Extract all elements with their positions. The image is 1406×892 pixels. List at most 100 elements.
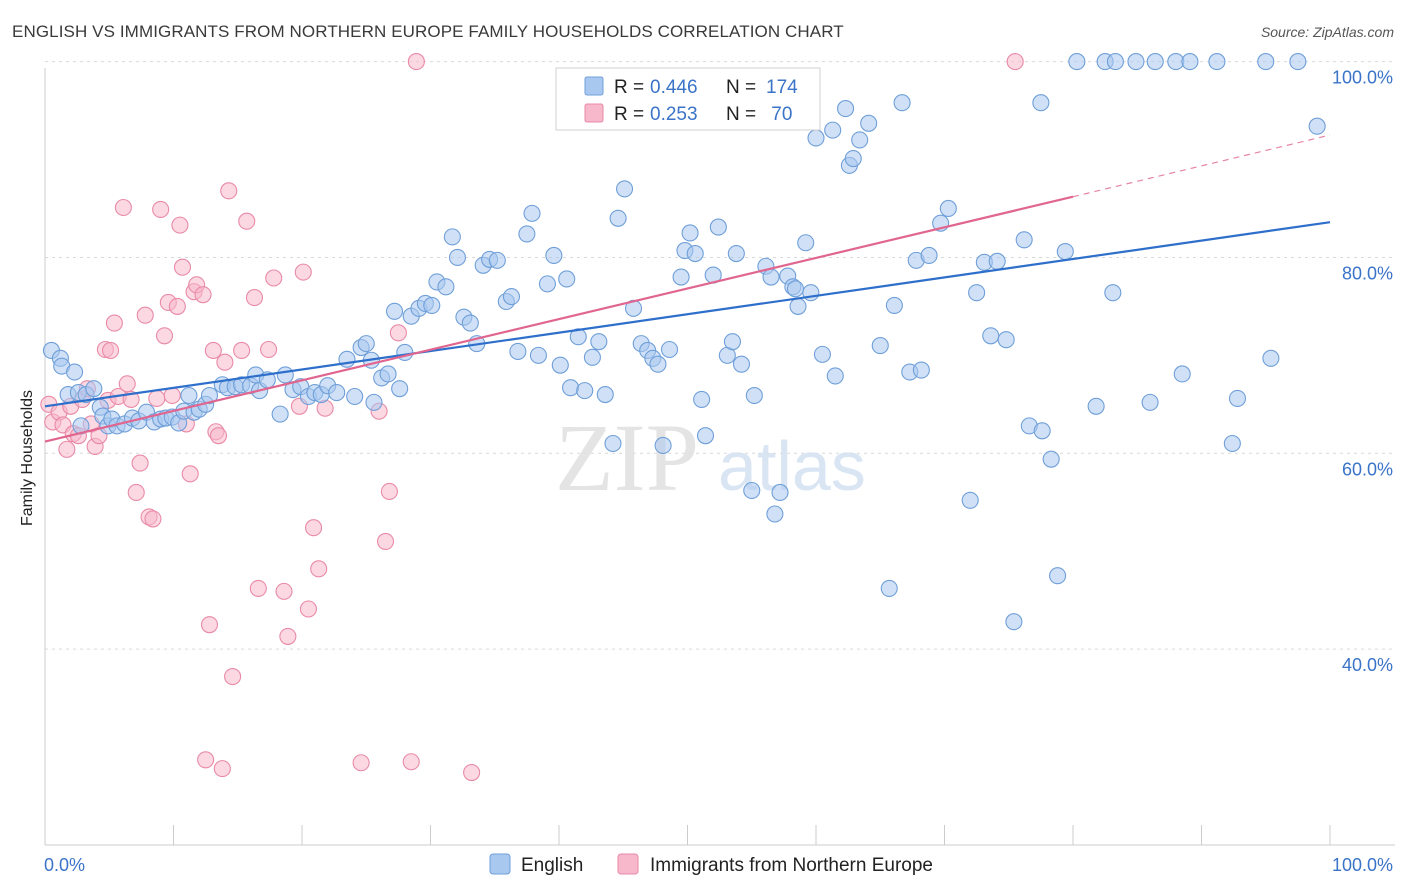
immigrant-point (200, 616, 219, 634)
axes (44, 68, 1395, 846)
immigrant-point (58, 440, 76, 458)
english-point (880, 579, 898, 597)
english-point (1181, 53, 1199, 71)
immigrant-point (463, 763, 481, 782)
english-point (723, 333, 742, 351)
legend-english-swatch (489, 853, 511, 875)
english-point (448, 248, 467, 266)
english-point (538, 275, 556, 293)
y-tick-label: 80.0% (1342, 263, 1393, 283)
english-point (920, 246, 938, 265)
immigrant-point (216, 353, 234, 371)
english-point (529, 346, 547, 364)
series-legend: English Immigrants from Northern Europe (489, 853, 933, 876)
english-point (391, 380, 409, 398)
gridlines (45, 61, 1395, 650)
english-point (276, 366, 294, 384)
y-tick-label: 60.0% (1342, 459, 1393, 479)
english-swatch (584, 76, 604, 96)
english-point (379, 365, 397, 383)
immigrant-point (299, 600, 317, 618)
english-point (609, 209, 627, 227)
x-tick-label: 0.0% (44, 855, 85, 875)
english-point (693, 390, 711, 408)
immigrant-point (155, 327, 174, 345)
legend-immigrant-swatch (617, 853, 639, 875)
immigrant-point (131, 454, 149, 472)
immigrant-trend-extension (1072, 134, 1331, 198)
tick-labels: 40.0% 60.0% 80.0% 100.0% 0.0% 100.0% (44, 68, 1393, 875)
english-point (437, 278, 455, 296)
immigrant-point (197, 751, 215, 769)
y-tick-label: 40.0% (1342, 655, 1393, 675)
x-tick-label: 100.0% (1332, 855, 1393, 875)
immigrant-point (136, 306, 154, 324)
immigrant-point (389, 324, 407, 342)
immigrant-point (114, 198, 132, 217)
immigrant-point (1006, 53, 1024, 71)
english-point (1308, 117, 1326, 135)
english-point (1068, 53, 1086, 71)
english-point (365, 393, 383, 411)
immigrant-point (194, 286, 212, 304)
immigrant-point (118, 375, 136, 393)
english-point (1262, 349, 1280, 367)
english-point (1141, 393, 1159, 411)
immigrant-point (152, 200, 170, 219)
english-point (551, 356, 569, 374)
english-point (727, 244, 745, 263)
english-point (569, 328, 587, 346)
english-point (1056, 243, 1074, 261)
immigrant-point (171, 216, 189, 234)
english-point (518, 225, 536, 243)
english-point (443, 228, 461, 246)
y-tick-label: 100.0% (1332, 68, 1393, 88)
immigrant-point (204, 341, 222, 360)
english-point (66, 363, 84, 381)
chart-title: ENGLISH VS IMMIGRANTS FROM NORTHERN EURO… (12, 22, 844, 41)
immigrant-point (407, 53, 425, 71)
source-credit: Source: ZipAtlas.com (1260, 24, 1394, 40)
english-point (1087, 397, 1105, 415)
english-trend-line (44, 221, 1331, 408)
english-point (509, 342, 527, 360)
english-point (502, 288, 521, 306)
immigrant-r-label: R = (614, 104, 644, 125)
watermark-atlas: atlas (718, 427, 866, 505)
english-point (824, 121, 842, 139)
english-point (1106, 53, 1124, 71)
english-point (180, 386, 198, 405)
english-point (844, 149, 862, 168)
immigrant-point (376, 532, 395, 550)
english-point (596, 385, 614, 404)
english-point (200, 386, 219, 405)
series-immigrants-points (40, 53, 1024, 782)
english-point (558, 270, 576, 288)
immigrant-point (310, 560, 328, 578)
english-point (660, 340, 679, 359)
immigrant-n-value: 70 (766, 104, 792, 125)
series-english-points (42, 53, 1326, 631)
immigrant-point (305, 519, 323, 537)
immigrant-point (238, 212, 256, 230)
english-point (1127, 53, 1145, 71)
english-point (732, 355, 751, 373)
immigrant-point (249, 579, 267, 597)
english-point (328, 384, 346, 402)
english-point (1257, 53, 1275, 71)
english-point (1223, 434, 1241, 453)
english-point (654, 436, 672, 455)
english-n-label: N = (726, 77, 756, 98)
english-point (523, 204, 541, 222)
english-point (1033, 422, 1051, 440)
english-point (604, 434, 622, 453)
english-point (851, 131, 869, 149)
watermark: ZIP atlas (555, 404, 866, 511)
immigrant-point (220, 182, 238, 200)
english-point (807, 129, 825, 147)
english-point (583, 348, 601, 366)
immigrant-point (265, 269, 283, 287)
english-point (488, 251, 506, 269)
english-point (885, 296, 903, 314)
english-point (709, 218, 727, 236)
